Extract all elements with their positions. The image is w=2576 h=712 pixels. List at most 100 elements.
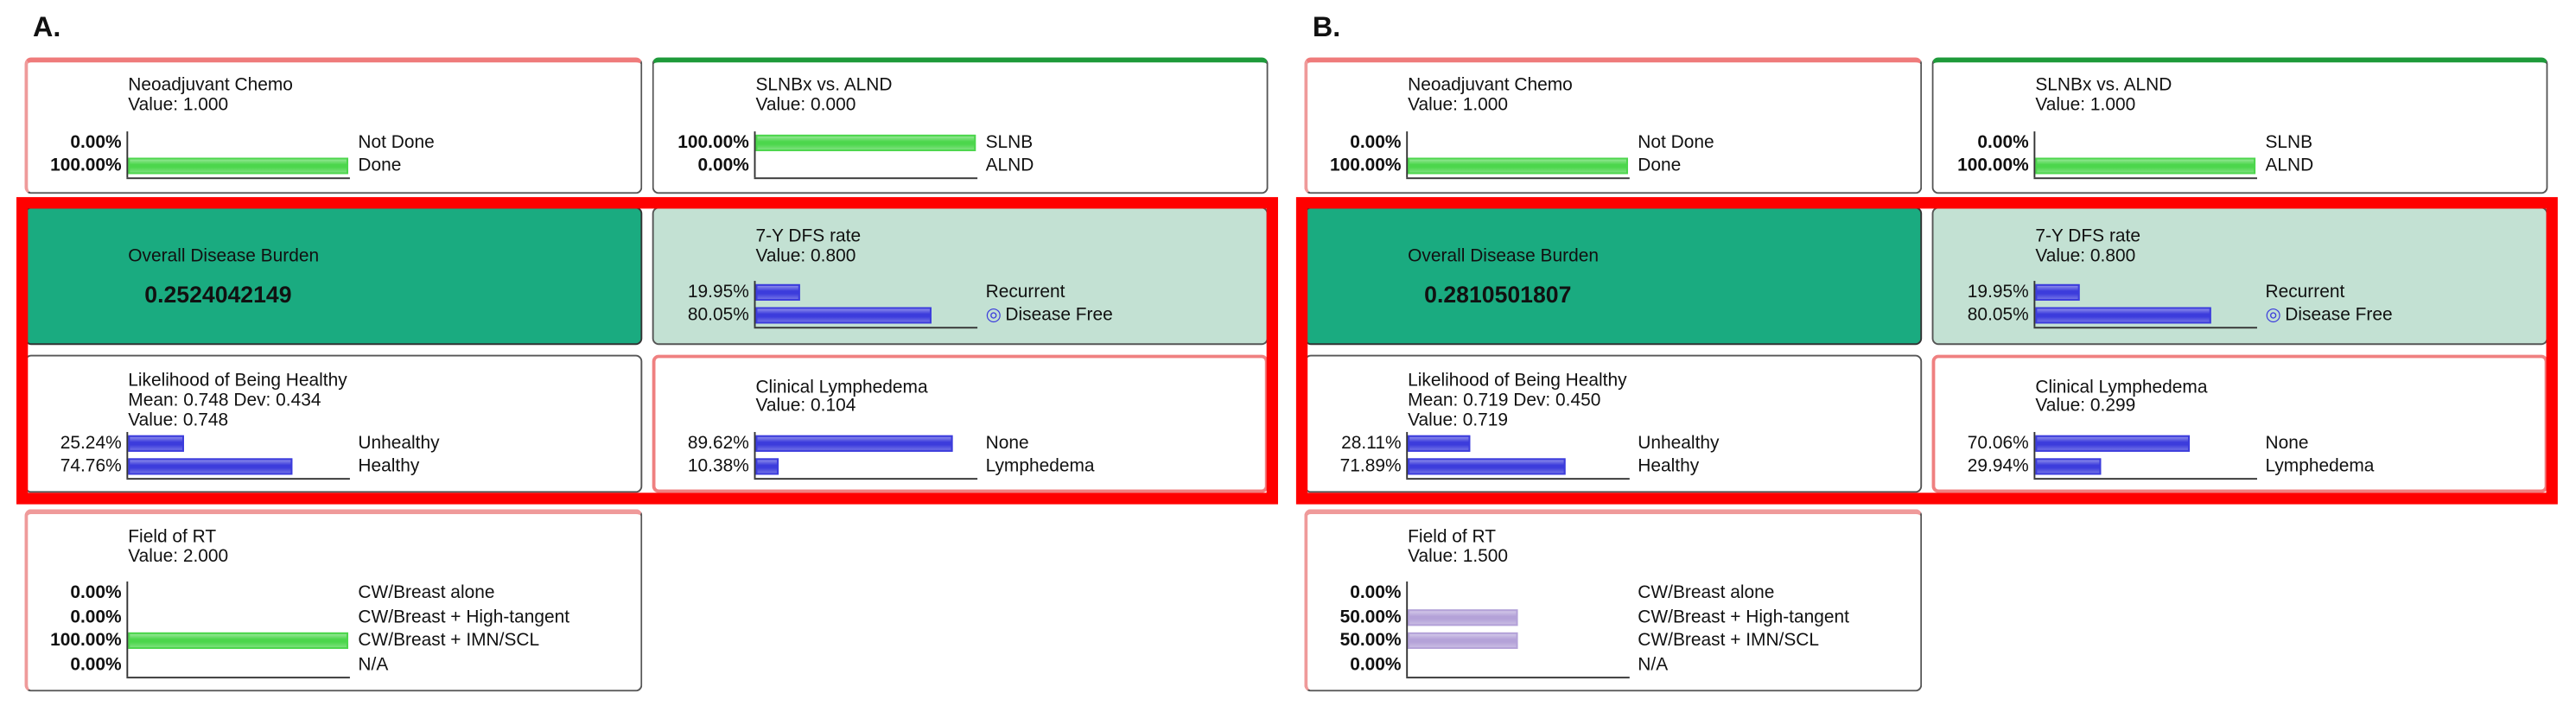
node-title: SLNBx vs. ALND — [755, 75, 893, 96]
bar-axis — [754, 131, 756, 178]
state-name: CW/Breast + High-tangent — [1638, 607, 1849, 628]
state-percent: 0.00% — [697, 156, 749, 176]
bar-axis — [754, 281, 756, 327]
state-bar — [755, 283, 800, 301]
node-value-line: Value: 0.719 — [1408, 410, 1509, 431]
network-node — [24, 207, 643, 346]
state-bar — [755, 134, 976, 151]
bar-baseline — [2033, 478, 2257, 480]
node-result: 0.2524042149 — [144, 281, 292, 308]
radio-icon: ◎ — [2265, 305, 2281, 326]
state-name: Lymphedema — [985, 456, 1095, 477]
node-value-line: Value: 1.000 — [128, 95, 229, 116]
node-title: Field of RT — [128, 527, 217, 548]
state-percent: 50.00% — [1339, 630, 1402, 651]
bar-baseline — [126, 177, 350, 180]
state-percent: 50.00% — [1339, 607, 1402, 628]
bar-baseline — [1406, 677, 1630, 679]
state-name: CW/Breast alone — [358, 582, 495, 603]
state-bar — [1408, 609, 1518, 626]
state-percent: 70.06% — [1967, 433, 2029, 454]
state-percent: 25.24% — [60, 433, 122, 454]
state-percent: 80.05% — [687, 305, 749, 326]
state-bar — [128, 632, 349, 649]
network-node — [1304, 207, 1923, 346]
state-bar — [2035, 307, 2212, 324]
state-percent: 71.89% — [1339, 456, 1402, 477]
state-name: None — [2265, 433, 2309, 454]
state-name: N/A — [1638, 655, 1669, 676]
bar-baseline — [754, 478, 978, 480]
state-bar — [2035, 435, 2190, 452]
state-name: CW/Breast alone — [1638, 582, 1775, 603]
state-name: Recurrent — [2265, 282, 2345, 302]
state-name: ALND — [985, 156, 1034, 176]
state-name: CW/Breast + High-tangent — [358, 607, 570, 628]
radio-icon: ◎ — [985, 305, 1002, 326]
state-bar — [128, 435, 184, 452]
node-title: Likelihood of Being Healthy — [128, 371, 347, 391]
node-value-line: Value: 0.000 — [755, 95, 856, 116]
state-percent: 19.95% — [1967, 282, 2029, 302]
bar-axis — [2033, 431, 2036, 479]
node-title: Field of RT — [1408, 527, 1497, 548]
state-name: Unhealthy — [1638, 433, 1720, 454]
state-name: CW/Breast + IMN/SCL — [358, 630, 540, 651]
network-node — [1304, 354, 1923, 493]
node-value-line: Value: 0.800 — [2035, 246, 2136, 266]
state-name: Not Done — [1638, 132, 1714, 153]
node-title: 7-Y DFS rate — [755, 226, 862, 247]
highlight-box — [16, 197, 1278, 505]
state-percent: 0.00% — [70, 655, 122, 676]
state-percent: 100.00% — [50, 156, 122, 176]
state-name: Disease Free — [2285, 305, 2393, 326]
state-percent: 100.00% — [1957, 156, 2029, 176]
bar-baseline — [2033, 177, 2257, 180]
state-percent: 80.05% — [1967, 305, 2029, 326]
bar-axis — [126, 431, 129, 479]
state-percent: 100.00% — [1329, 156, 1402, 176]
state-bar — [2035, 458, 2102, 475]
network-node — [1304, 509, 1923, 692]
bar-axis — [1406, 431, 1409, 479]
bar-axis — [754, 431, 756, 479]
state-percent: 0.00% — [70, 132, 122, 153]
node-value-line: Value: 0.748 — [128, 410, 229, 431]
bar-axis — [1406, 131, 1409, 178]
state-bar — [1408, 157, 1628, 175]
node-value-line: Value: 1.000 — [2035, 95, 2136, 116]
state-bar — [1408, 435, 1470, 452]
bar-axis — [126, 581, 129, 677]
state-name: Done — [358, 156, 402, 176]
state-percent: 0.00% — [1350, 582, 1402, 603]
bar-baseline — [1406, 478, 1630, 480]
state-name: Healthy — [1638, 456, 1700, 477]
state-bar — [128, 458, 293, 475]
bar-baseline — [754, 177, 978, 180]
bar-axis — [2033, 281, 2036, 327]
panel-label: B. — [1312, 11, 1341, 43]
state-name: Healthy — [358, 456, 420, 477]
bar-baseline — [754, 327, 978, 329]
state-percent: 100.00% — [50, 630, 122, 651]
node-value-line: Value: 1.000 — [1408, 95, 1509, 116]
bar-baseline — [1406, 177, 1630, 180]
state-name: Disease Free — [1005, 305, 1113, 326]
state-percent: 89.62% — [687, 433, 749, 454]
node-title: Neoadjuvant Chemo — [1408, 75, 1573, 96]
node-title: Clinical Lymphedema — [755, 378, 928, 398]
node-value-line: Mean: 0.719 Dev: 0.450 — [1408, 391, 1601, 411]
state-bar — [755, 458, 779, 475]
state-name: Not Done — [358, 132, 435, 153]
state-bar — [1408, 632, 1518, 649]
state-name: Done — [1638, 156, 1682, 176]
node-result: 0.2810501807 — [1424, 281, 1572, 308]
state-percent: 0.00% — [70, 607, 122, 628]
node-title: 7-Y DFS rate — [2035, 226, 2141, 247]
state-name: ALND — [2265, 156, 2314, 176]
bar-axis — [126, 131, 129, 178]
bar-axis — [2033, 131, 2036, 178]
state-name: N/A — [358, 655, 389, 676]
